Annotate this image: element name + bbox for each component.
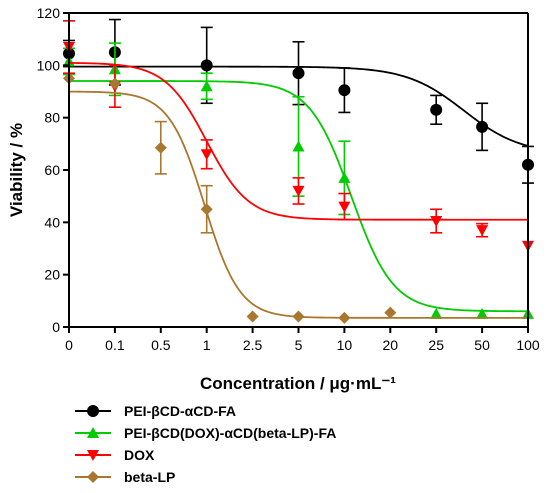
y-tick-label: 40 — [44, 214, 60, 230]
x-tick-label: 0 — [65, 337, 73, 353]
y-tick-label: 120 — [37, 5, 61, 21]
data-point — [292, 140, 305, 152]
data-point — [338, 171, 351, 183]
ticks: 0 20 40 60 80 100 120 0 0.1 0.5 1 2.5 5 10 20 25 50 100 — [37, 5, 540, 353]
data-point — [292, 67, 305, 80]
data-point — [338, 84, 351, 97]
data-point — [200, 80, 213, 92]
fit-curve — [68, 62, 528, 221]
data-point — [200, 203, 213, 216]
x-axis-title: Concentration / μg·mL⁻¹ — [200, 374, 396, 393]
y-tick-label: 100 — [37, 57, 61, 73]
legend-marker — [87, 450, 99, 461]
data-point — [384, 306, 397, 319]
legend-marker — [87, 427, 99, 438]
legend-label: beta-LP — [124, 469, 175, 485]
x-tick-label: 100 — [516, 337, 540, 353]
x-tick-label: 2.5 — [243, 337, 263, 353]
legend-label: PEI-βCD-αCD-FA — [124, 403, 236, 419]
data-point — [246, 310, 259, 323]
x-tick-label: 10 — [337, 337, 353, 353]
plot-area — [63, 18, 534, 324]
data-point — [154, 141, 167, 154]
data-point — [338, 201, 351, 213]
data-point — [476, 120, 489, 133]
legend-marker — [87, 471, 99, 483]
data-point — [200, 149, 213, 161]
y-axis-title: Viability / % — [7, 123, 26, 217]
series-3 — [63, 72, 528, 324]
data-point — [200, 59, 213, 72]
data-point — [292, 185, 305, 197]
data-point — [108, 77, 121, 90]
legend-label: PEI-βCD(DOX)-αCD(beta-LP)-FA — [124, 425, 336, 441]
legend-marker — [87, 405, 99, 417]
data-point — [430, 307, 443, 319]
y-tick-label: 60 — [44, 162, 60, 178]
legend-label: DOX — [124, 447, 155, 463]
x-tick-label: 0.1 — [105, 337, 125, 353]
data-point — [292, 310, 305, 323]
data-point — [430, 216, 443, 228]
legend: PEI-βCD-αCD-FA PEI-βCD(DOX)-αCD(beta-LP)-… — [75, 403, 336, 485]
data-point — [430, 103, 443, 116]
x-tick-label: 50 — [474, 337, 490, 353]
data-point — [476, 307, 489, 319]
x-tick-label: 25 — [428, 337, 444, 353]
y-tick-label: 0 — [52, 319, 60, 335]
data-point — [338, 311, 351, 324]
x-tick-label: 5 — [295, 337, 303, 353]
x-tick-label: 1 — [203, 337, 211, 353]
x-tick-label: 0.5 — [151, 337, 171, 353]
x-tick-label: 20 — [383, 337, 399, 353]
data-point — [476, 225, 489, 237]
y-tick-label: 80 — [44, 110, 60, 126]
y-tick-label: 20 — [44, 267, 60, 283]
